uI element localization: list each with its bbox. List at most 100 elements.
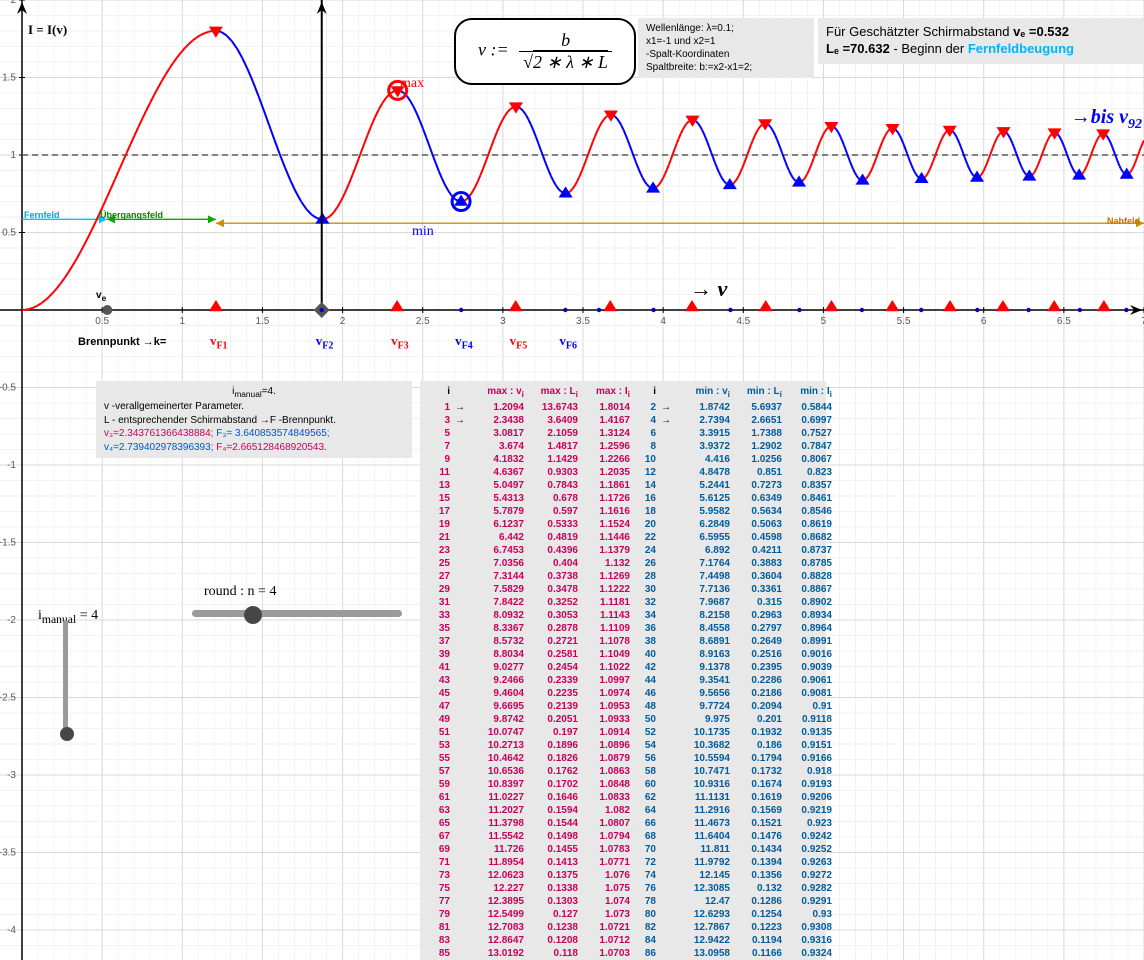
v-axis-label: → v	[690, 276, 727, 302]
info-line: x1=-1 und x2=1	[646, 35, 806, 48]
svg-text:3: 3	[500, 316, 506, 327]
info2-line2: Lₑ =70.632 - Beginn der Fernfeldbeugung	[826, 41, 1136, 58]
table-row: 5510.46420.18261.08795610.55940.17940.91…	[424, 752, 822, 765]
svg-text:-1: -1	[7, 460, 16, 471]
table-row: 7312.06230.13751.0767412.1450.13560.9272	[424, 869, 822, 882]
fernfeld-label: Fernfeld	[24, 210, 60, 220]
table-row: 5310.27130.18961.08965410.36820.1860.915…	[424, 739, 822, 752]
nahfeld-label: Nahfeld	[1107, 216, 1140, 226]
table-row: 236.74530.43961.1379246.8920.42110.8737	[424, 544, 822, 557]
desc-box: imanual=4. v -verallgemeinerter Paramete…	[96, 381, 412, 458]
table-row: 7111.89540.14131.07717211.97920.13940.92…	[424, 856, 822, 869]
vf-label: vF6	[559, 333, 577, 352]
table-row: 277.31440.37381.1269287.44980.36040.8828	[424, 570, 822, 583]
table-row: 7912.54990.1271.0738012.62930.12540.93	[424, 908, 822, 921]
table-row: 6711.55420.14981.07946811.64040.14760.92…	[424, 830, 822, 843]
svg-text:5: 5	[821, 316, 827, 327]
table-row: 196.12370.53331.1524206.28490.50630.8619	[424, 518, 822, 531]
table-row: 5910.83970.17021.08486010.93160.16740.91…	[424, 778, 822, 791]
svg-text:3.5: 3.5	[576, 316, 590, 327]
table-row: 5110.07470.1971.09145210.17350.19320.913…	[424, 726, 822, 739]
table-row: 1→1.209413.67431.80142→1.87425.69370.584…	[424, 401, 822, 414]
info-wavelength: Wellenlänge: λ=0.1; x1=-1 und x2=1 -Spal…	[638, 18, 814, 78]
table-row: 419.02770.24541.1022429.13780.23950.9039	[424, 661, 822, 674]
svg-text:-3: -3	[7, 770, 16, 781]
table-row: 338.09320.30531.1143348.21580.29630.8934	[424, 609, 822, 622]
ve-label: ve	[96, 290, 106, 303]
data-table: imax : vimax : Limax : Iiimin : vimin : …	[420, 381, 826, 960]
table-row: 398.80340.25811.1049408.91630.25160.9016	[424, 648, 822, 661]
table-row: 378.57320.27211.1078388.68910.26490.8991	[424, 635, 822, 648]
info-estimate: Für Geschätzter Schirmabstand vₑ =0.532 …	[818, 18, 1144, 64]
vf-label: vF2	[316, 333, 334, 352]
imanual-slider[interactable]	[63, 620, 68, 740]
table-row: 135.04970.78431.1861145.24410.72730.8357	[424, 479, 822, 492]
table-row: 8513.01920.1181.07038613.09580.11660.932…	[424, 947, 822, 960]
bis-label: →bis v92	[1071, 106, 1142, 133]
table-row: 73.6741.48171.259683.93721.29020.7847	[424, 440, 822, 453]
table-row: 7512.2270.13381.0757612.30850.1320.9282	[424, 882, 822, 895]
table-row: 8112.70830.12381.07218212.78670.12230.93…	[424, 921, 822, 934]
desc-l3: L - entsprechender Schirmabstand →F -Bre…	[104, 414, 404, 428]
table-row: 5710.65360.17621.08635810.74710.17320.91…	[424, 765, 822, 778]
svg-text:-2.5: -2.5	[0, 693, 16, 704]
svg-text:1: 1	[10, 150, 16, 161]
vf-label: vF4	[455, 333, 473, 352]
table-row: 459.46040.22351.0974469.56560.21860.9081	[424, 687, 822, 700]
svg-text:-3.5: -3.5	[0, 848, 16, 859]
table-row: 216.4420.48191.1446226.59550.45980.8682	[424, 531, 822, 544]
formula-num: b	[519, 30, 612, 52]
table-row: 6111.02270.16461.08336211.11310.16190.92…	[424, 791, 822, 804]
info2-line1: Für Geschätzter Schirmabstand vₑ =0.532	[826, 24, 1136, 41]
svg-text:-2: -2	[7, 615, 16, 626]
min-label: min	[412, 224, 434, 240]
table-row: 6911.7260.14551.07837011.8110.14340.9252	[424, 843, 822, 856]
svg-text:4: 4	[660, 316, 666, 327]
info-line: Spaltbreite: b:=x2-x1=2;	[646, 61, 806, 74]
table-row: 6511.37980.15441.08076611.46730.15210.92…	[424, 817, 822, 830]
svg-text:4.5: 4.5	[736, 316, 750, 327]
table-row: 499.87420.20511.0933509.9750.2010.9118	[424, 713, 822, 726]
brennpunkt-label: Brennpunkt →k=	[78, 336, 166, 348]
ubergangs-label: Übergangsfeld	[100, 210, 163, 220]
table-row: 8312.86470.12081.07128412.94220.11940.93…	[424, 934, 822, 947]
info-line: Wellenlänge: λ=0.1;	[646, 22, 806, 35]
svg-text:2.5: 2.5	[416, 316, 430, 327]
svg-text:6.5: 6.5	[1057, 316, 1071, 327]
desc-l5: v₄=2.739402978396393; F₄=2.6651284689205…	[104, 441, 404, 455]
vf-label: vF5	[510, 333, 528, 352]
table-row: 3→2.34383.64091.41674→2.73942.66510.6997	[424, 414, 822, 427]
table-row: 7712.38950.13031.0747812.470.12860.9291	[424, 895, 822, 908]
svg-text:2: 2	[340, 316, 346, 327]
vf-label: vF3	[391, 333, 409, 352]
canvas: 0.511.522.533.544.555.566.570.511.52-0.5…	[0, 0, 1144, 960]
round-slider[interactable]	[192, 610, 402, 617]
imanual-slider-thumb[interactable]	[60, 727, 74, 741]
fernfeldbeugung-link[interactable]: Fernfeldbeugung	[968, 41, 1074, 56]
table-row: 114.63670.93031.2035124.84780.8510.823	[424, 466, 822, 479]
svg-text:1: 1	[180, 316, 186, 327]
info-line: -Spalt-Koordinaten	[646, 48, 806, 61]
svg-text:0.5: 0.5	[2, 228, 16, 239]
y-axis-label: I = I(v)	[28, 22, 67, 38]
svg-text:-0.5: -0.5	[0, 383, 16, 394]
table-row: 317.84220.32521.1181327.96870.3150.8902	[424, 596, 822, 609]
svg-text:5.5: 5.5	[897, 316, 911, 327]
table-row: 297.58290.34781.1222307.71360.33610.8867	[424, 583, 822, 596]
vf-label: vF1	[210, 333, 228, 352]
desc-l4: v₃=2.343761366438884; F₃= 3.640853574849…	[104, 427, 404, 441]
svg-text:1.5: 1.5	[255, 316, 269, 327]
table-row: 439.24660.23391.0997449.35410.22860.9061	[424, 674, 822, 687]
imanual-label: imanual = 4	[38, 608, 98, 626]
round-label: round : n = 4	[204, 584, 276, 600]
table-row: 257.03560.4041.132267.17640.38830.8785	[424, 557, 822, 570]
max-label: max	[400, 76, 424, 92]
desc-l1: imanual=4.	[104, 385, 404, 400]
svg-text:-4: -4	[7, 925, 16, 936]
desc-l2: v -verallgemeinerter Parameter.	[104, 400, 404, 414]
round-slider-thumb[interactable]	[244, 606, 262, 624]
table-row: 479.66950.21391.0953489.77240.20940.91	[424, 700, 822, 713]
svg-text:6: 6	[981, 316, 987, 327]
table-row: 175.78790.5971.1616185.95820.56340.8546	[424, 505, 822, 518]
formula-box: v := b √2 ∗ λ ∗ L	[454, 18, 636, 85]
